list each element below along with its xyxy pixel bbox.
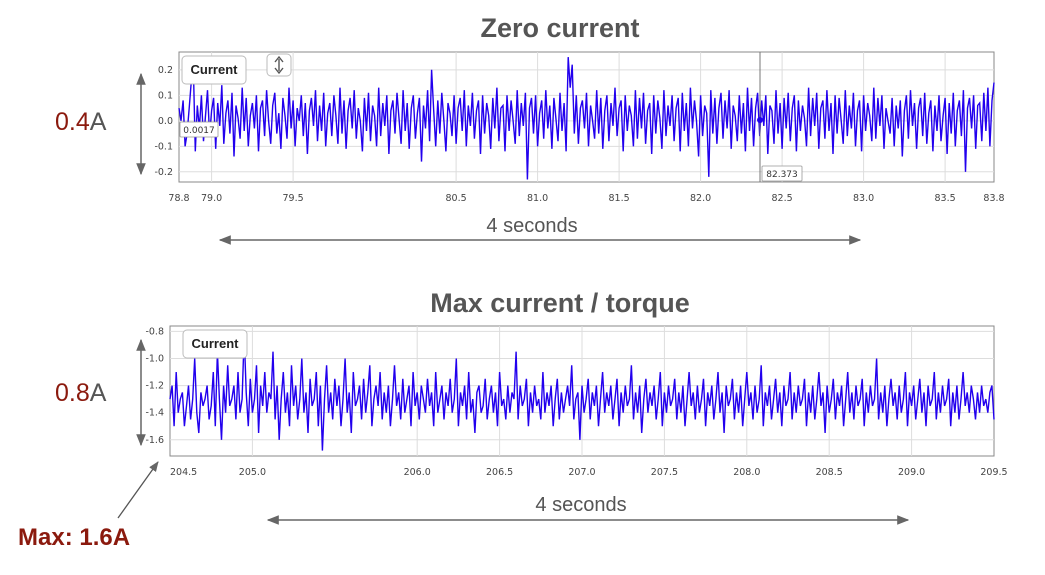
chart1-y-tick-label: 0.0 <box>158 116 173 127</box>
chart1-y-ticks: 0.2 0.1 0.0 -0.1 -0.2 <box>154 65 173 178</box>
vertical-resize-icon[interactable] <box>266 53 292 77</box>
chart2-y-tick-label: -1.2 <box>145 381 164 392</box>
chart1-x-tick-label: 83.8 <box>983 193 1004 204</box>
chart2-max-label: Max: 1.6A <box>18 524 130 551</box>
chart2-legend-label: Current <box>192 336 240 351</box>
chart1-x-tick-label: 81.5 <box>609 193 630 204</box>
chart2-duration-label: 4 seconds <box>535 494 626 516</box>
chart2-magnitude-value: 0.8 <box>55 379 90 407</box>
chart2-x-tick-label: 205.0 <box>239 467 266 478</box>
chart2-magnitude-label: 0.8A <box>55 379 107 407</box>
chart2-x-tick-label: 208.0 <box>733 467 760 478</box>
chart1-series-line-current <box>178 57 995 180</box>
chart2-legend-chip[interactable]: Current <box>182 329 248 359</box>
chart2-x-tick-label: 207.0 <box>568 467 595 478</box>
chart2-title: Max current / torque <box>430 288 690 318</box>
chart1-x-tick-label: 79.0 <box>201 193 222 204</box>
chart2-x-tick-label: 207.5 <box>651 467 678 478</box>
chart1-y-tick-label: -0.2 <box>154 167 173 178</box>
chart1-magnitude-label: 0.4A <box>55 108 107 136</box>
chart2-start-tick-label: 204.5 <box>170 467 197 478</box>
chart2-x-tick-label: 209.5 <box>980 467 1007 478</box>
chart1-plot: 0.2 0.1 0.0 -0.1 -0.2 78.8 79.0 79.5 80.5 81.0 81… <box>154 51 1005 204</box>
chart1-x-tick-label: 81.0 <box>527 193 548 204</box>
svg-text:0.8A: 0.8A <box>55 379 107 407</box>
chart1-cursor-y-value: 0.0017 <box>183 126 215 136</box>
chart1-plot-area <box>178 51 995 183</box>
chart2-x-tick-label: 208.5 <box>816 467 843 478</box>
chart2-y-tick-label: -1.0 <box>145 354 164 365</box>
chart1-legend-chip[interactable]: Current <box>181 55 247 85</box>
chart1-x-tick-label: 78.8 <box>168 193 189 204</box>
chart1-y-tick-label: 0.1 <box>158 90 173 101</box>
chart1-x-ticks: 78.8 79.0 79.5 80.5 81.0 81.5 82.0 82.5 83.0 83.5… <box>168 193 1004 204</box>
chart2-x-ticks: 205.0 206.0 206.5 207.0 207.5 208.0 208.5 209.0… <box>239 467 1008 478</box>
chart2-x-tick-label: 209.0 <box>898 467 925 478</box>
chart2-series-line-current <box>169 334 995 451</box>
chart1-x-tick-label: 83.0 <box>853 193 874 204</box>
chart1-x-tick-label: 80.5 <box>446 193 467 204</box>
chart2-y-ticks: -0.8 -1.0 -1.2 -1.4 -1.6 <box>145 326 164 445</box>
chart2-magnitude-unit: A <box>90 379 107 407</box>
chart1-title: Zero current <box>480 13 639 43</box>
chart1-cursor-x-value: 82.373 <box>766 170 798 180</box>
chart2-y-tick-label: -1.4 <box>145 408 164 419</box>
chart1-x-tick-label: 83.5 <box>935 193 956 204</box>
chart1-cursor-y-readout: 0.0017 <box>179 121 219 138</box>
chart2-x-tick-label: 206.0 <box>404 467 431 478</box>
chart1-legend-label: Current <box>191 62 239 77</box>
chart1-magnitude-value: 0.4 <box>55 108 90 136</box>
chart1-cursor-point <box>757 117 763 123</box>
chart1-magnitude-unit: A <box>90 108 107 136</box>
chart1-y-tick-label: 0.2 <box>158 65 173 76</box>
chart1-duration-label: 4 seconds <box>486 215 577 237</box>
chart2-max-pointer-arrow <box>117 461 159 519</box>
chart2-y-tick-label: -1.6 <box>145 435 164 446</box>
chart1-x-tick-label: 82.0 <box>690 193 711 204</box>
chart1-cursor-x-readout: 82.373 <box>761 165 803 182</box>
chart1-x-tick-label: 79.5 <box>283 193 304 204</box>
chart1-y-tick-label: -0.1 <box>154 141 173 152</box>
svg-text:0.4A: 0.4A <box>55 108 107 136</box>
chart2-y-tick-label: -0.8 <box>145 326 164 337</box>
chart1-x-tick-label: 82.5 <box>772 193 793 204</box>
chart2-plot: -0.8 -1.0 -1.2 -1.4 -1.6 205.0 206.0 206.5 207.… <box>145 325 1008 478</box>
chart2-x-tick-label: 206.5 <box>486 467 513 478</box>
